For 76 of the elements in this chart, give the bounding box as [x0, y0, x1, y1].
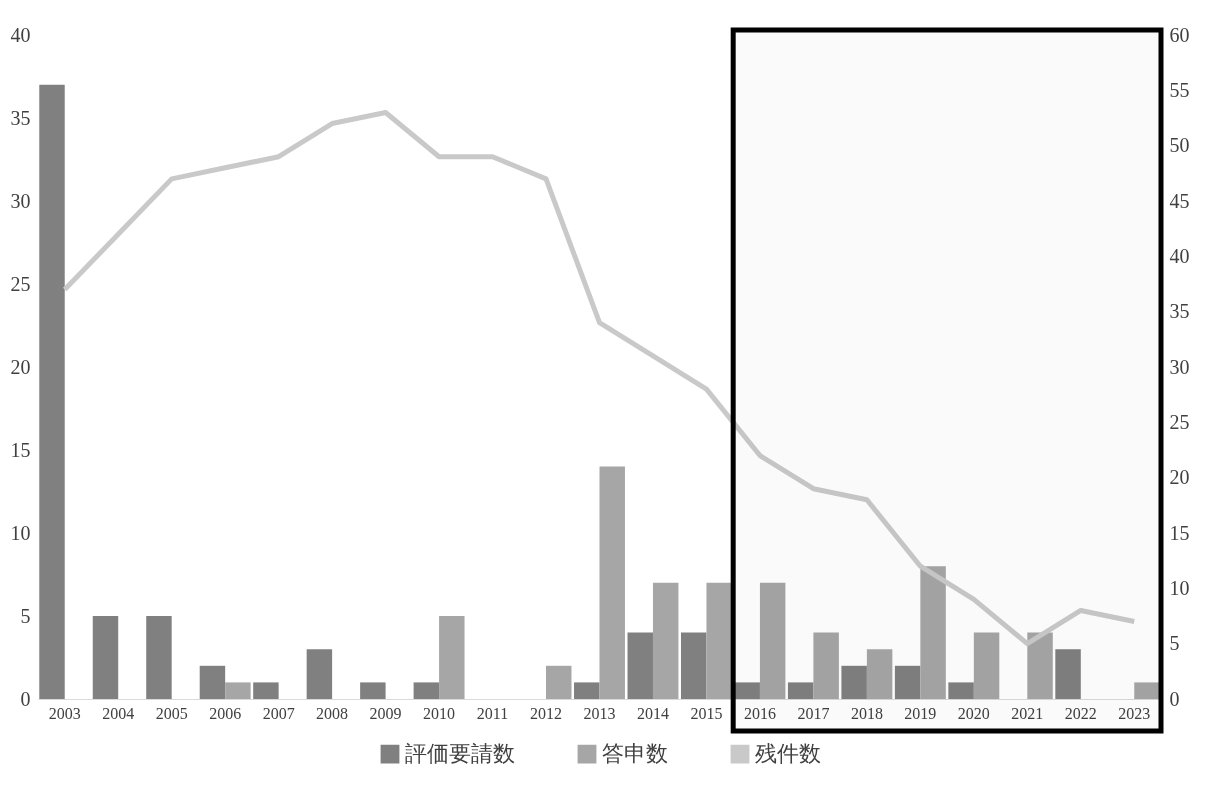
y2-tick-label: 50: [1169, 134, 1190, 157]
bar: [973, 632, 1000, 699]
x-tick-label: 2004: [102, 704, 135, 722]
bar: [652, 582, 679, 699]
bar: [546, 665, 572, 699]
bar: [360, 682, 386, 699]
bar: [306, 649, 333, 699]
x-tick-label: 2021: [1011, 704, 1044, 722]
bar: [574, 682, 600, 699]
x-tick-label: 2010: [423, 704, 456, 722]
y2-tick-label: 10: [1169, 576, 1190, 599]
bar: [866, 649, 893, 699]
bar: [413, 682, 440, 699]
bar: [92, 616, 119, 699]
y-tick-label: 30: [10, 189, 31, 212]
y2-tick-label: 15: [1169, 521, 1190, 544]
x-tick-label: 2006: [209, 704, 242, 722]
bar: [734, 682, 760, 699]
legend-label: 残件数: [755, 741, 821, 767]
y-tick-label: 35: [10, 106, 31, 129]
y2-tick-label: 35: [1169, 300, 1190, 323]
y-tick-label: 10: [10, 521, 31, 544]
y2-tick-label: 45: [1169, 189, 1190, 212]
y-tick-label: 40: [10, 23, 31, 46]
x-tick-label: 2022: [1064, 704, 1097, 722]
bar: [787, 682, 814, 699]
y2-tick-label: 25: [1169, 410, 1190, 433]
y2-tick-label: 60: [1169, 23, 1190, 46]
y2-tick-label: 20: [1169, 466, 1190, 489]
bar: [841, 665, 867, 699]
y2-tick-label: 40: [1169, 244, 1190, 267]
x-tick-label: 2016: [743, 704, 776, 722]
y2-tick-label: 30: [1169, 355, 1190, 378]
y-tick-label: 15: [10, 438, 31, 461]
bar: [599, 466, 625, 699]
bar: [39, 84, 65, 699]
x-tick-label: 2007: [262, 704, 295, 722]
bar: [439, 616, 465, 699]
x-tick-label: 2019: [904, 704, 937, 722]
bar: [759, 582, 786, 699]
y2-tick-label: 55: [1169, 78, 1190, 101]
x-tick-label: 2020: [957, 704, 990, 722]
bar: [199, 665, 226, 699]
x-tick-label: 2015: [690, 704, 723, 722]
bar: [1027, 632, 1053, 699]
x-tick-label: 2008: [316, 704, 349, 722]
x-tick-label: 2005: [155, 704, 188, 722]
bar: [706, 582, 732, 699]
x-tick-label: 2018: [850, 704, 883, 722]
y-tick-label: 25: [10, 272, 31, 295]
bar: [627, 632, 653, 699]
bar: [813, 632, 839, 699]
x-tick-label: 2003: [48, 704, 81, 722]
y-tick-label: 20: [10, 355, 31, 378]
bar: [948, 682, 974, 699]
x-tick-label: 2017: [797, 704, 830, 722]
y2-tick-label: 0: [1169, 687, 1180, 710]
legend-label: 答申数: [602, 741, 668, 767]
bar: [225, 682, 251, 699]
x-tick-label: 2011: [476, 704, 509, 722]
x-tick-label: 2012: [530, 704, 563, 722]
y2-tick-label: 5: [1169, 632, 1180, 655]
bar: [1055, 649, 1081, 699]
legend-label: 評価要請数: [405, 741, 515, 767]
bar: [680, 632, 707, 699]
y-tick-label: 0: [20, 687, 31, 710]
x-tick-label: 2014: [636, 704, 669, 722]
y-tick-label: 5: [20, 604, 31, 627]
x-tick-label: 2009: [369, 704, 402, 722]
bar: [1134, 682, 1160, 699]
bar: [146, 616, 172, 699]
bar: [894, 665, 921, 699]
x-tick-label: 2013: [583, 704, 616, 722]
bar: [920, 566, 946, 699]
bar: [253, 682, 279, 699]
x-tick-label: 2023: [1118, 704, 1151, 722]
